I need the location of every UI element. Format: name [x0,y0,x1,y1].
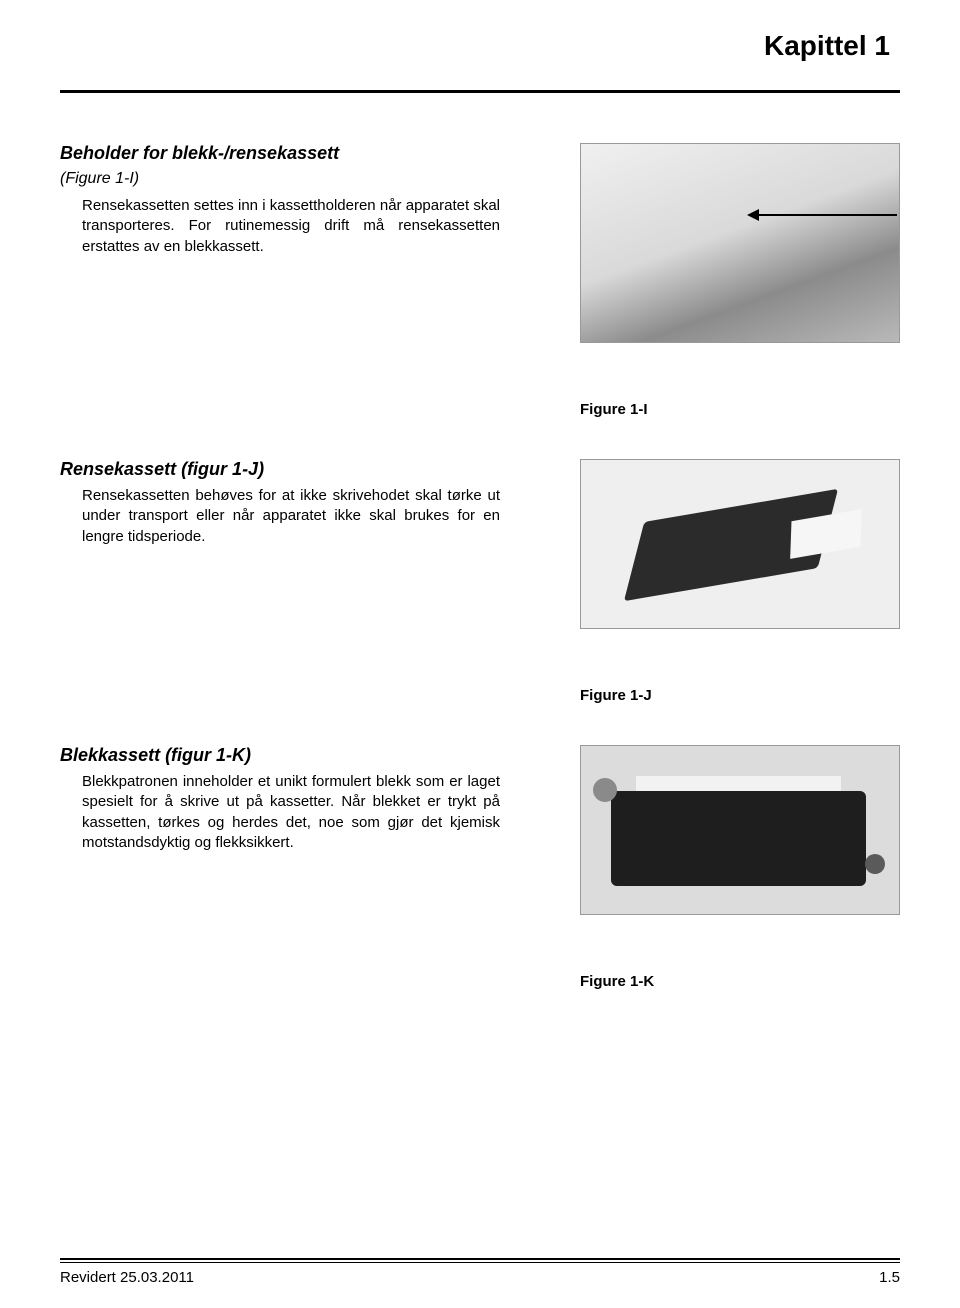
section-heading: Blekkassett (figur 1-K) [60,745,500,766]
figure-1-j-image [580,459,900,629]
figure-caption-row: Figure 1-K [60,973,900,991]
section-text-block: Rensekassett (figur 1-J) Rensekassetten … [60,459,500,547]
figure-caption-row: Figure 1-J [60,687,900,705]
chapter-title: Kapittel 1 [60,30,900,62]
section-body: Rensekassetten behøves for at ikke skriv… [60,486,500,547]
section-body: Blekkpatronen inneholder et unikt formul… [60,772,500,853]
figure-1-j-block [580,459,900,637]
figure-1-k-image [580,745,900,915]
section-text-block: Blekkassett (figur 1-K) Blekkpatronen in… [60,745,500,853]
figure-1-j-caption: Figure 1-J [580,687,652,704]
title-divider [60,90,900,93]
figure-1-i-caption: Figure 1-I [580,401,648,418]
page-footer: Revidert 25.03.2011 1.5 [60,1258,900,1286]
section-rensekassett: Rensekassett (figur 1-J) Rensekassetten … [60,459,900,637]
footer-divider [60,1258,900,1260]
cartridge-port-shape [865,854,885,874]
figure-1-i-block [580,143,900,351]
figure-1-k-caption: Figure 1-K [580,973,654,990]
cartridge-shape [611,791,866,886]
section-heading: Beholder for blekk-/rensekassett [60,143,500,164]
figure-caption-row: Figure 1-I [60,401,900,419]
footer-page-number: 1.5 [879,1269,900,1286]
section-heading: Rensekassett (figur 1-J) [60,459,500,480]
section-text-block: Beholder for blekk-/rensekassett (Figure… [60,143,500,257]
section-beholder: Beholder for blekk-/rensekassett (Figure… [60,143,900,351]
figure-1-k-block [580,745,900,923]
page-container: Kapittel 1 Beholder for blekk-/rensekass… [0,0,960,1308]
section-body: Rensekassetten settes inn i kassettholde… [60,196,500,257]
cartridge-knob-shape [593,778,617,802]
section-blekkassett: Blekkassett (figur 1-K) Blekkpatronen in… [60,745,900,923]
pointer-arrow-icon [757,214,897,216]
footer-revision: Revidert 25.03.2011 [60,1269,194,1286]
footer-divider-thin [60,1262,900,1263]
figure-1-i-image [580,143,900,343]
footer-row: Revidert 25.03.2011 1.5 [60,1269,900,1286]
section-subheading: (Figure 1-I) [60,170,500,188]
